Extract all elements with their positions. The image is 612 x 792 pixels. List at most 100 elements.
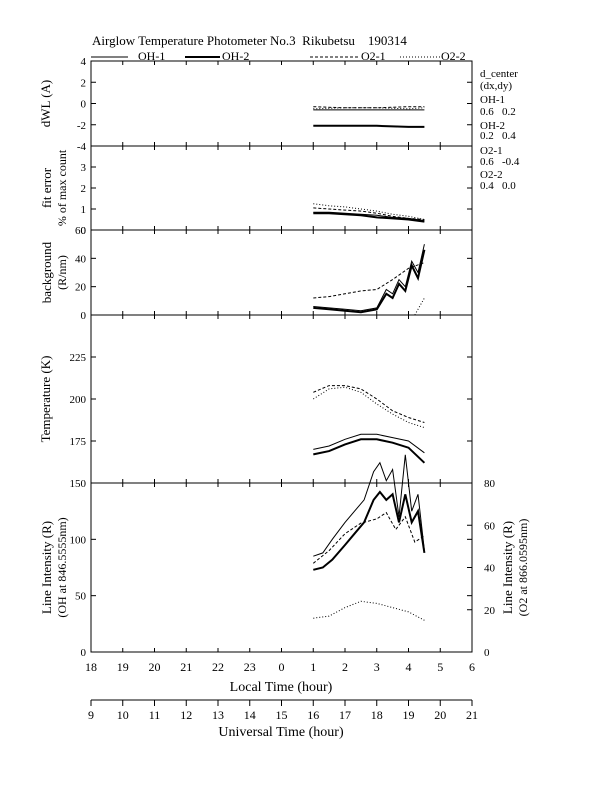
local-time-tick-label: 19 <box>117 660 129 674</box>
local-time-tick-label: 0 <box>279 660 285 674</box>
series-line-oh-2 <box>313 438 426 464</box>
y-tick-label: -4 <box>77 141 87 153</box>
local-time-tick-label: 6 <box>469 660 475 674</box>
universal-time-tick-label: 15 <box>276 708 288 722</box>
panel-frame-temperature <box>90 314 473 484</box>
y-tick-label: 60 <box>75 225 87 237</box>
y-right-tick-label: 20 <box>484 605 496 617</box>
universal-time-tick-label: 11 <box>149 708 161 722</box>
series-line-oh-1 <box>313 244 425 312</box>
universal-time-tick-label: 18 <box>371 708 383 722</box>
side-note-name-oh1: OH-1 <box>480 94 505 106</box>
series-line-o2-1 <box>312 511 425 564</box>
local-time-tick-label: 5 <box>437 660 443 674</box>
series-line-oh-2 <box>313 490 426 571</box>
panel-temperature: 225 200 175 Temperature (K) <box>38 314 473 484</box>
side-note-value-oh2: 0.2 0.4 <box>480 130 516 142</box>
series-line-o2-1 <box>313 262 425 299</box>
local-time-tick-label: 1 <box>310 660 316 674</box>
local-time-tick-label: 22 <box>212 660 224 674</box>
y-axis-label: dWL (A) <box>38 80 53 128</box>
series-line-o2-1 <box>313 385 425 423</box>
local-time-tick-label: 3 <box>374 660 380 674</box>
series-line-o2-1 <box>313 207 425 220</box>
y-right-tick-label: 40 <box>484 563 496 575</box>
y-right-axis-label-line2: (O2 at 866.0595nm) <box>516 519 530 617</box>
y-tick-label: 150 <box>70 478 87 490</box>
y-axis-label-line2: (OH at 846.5555nm) <box>55 517 69 617</box>
series-line-o2-2 <box>414 297 425 316</box>
panel-frame-line-intensity <box>90 482 473 653</box>
universal-time-axis-label: Universal Time (hour) <box>218 725 344 740</box>
y-axis-label: fit error <box>39 167 54 208</box>
side-note-subheading: (dx,dy) <box>480 80 512 92</box>
y-tick-label: 175 <box>70 436 87 448</box>
universal-time-tick-label: 16 <box>307 708 319 722</box>
series-line-oh-2 <box>313 124 425 128</box>
side-note-value-o22: 0.4 0.0 <box>480 180 516 192</box>
side-note: d_center (dx,dy) OH-1 0.6 0.2 OH-2 0.2 0… <box>480 68 520 192</box>
series-line-o2-2 <box>313 203 425 220</box>
chart-title: Airglow Temperature Photometer No.3 Riku… <box>92 33 407 48</box>
series-line-oh-1 <box>313 433 425 454</box>
panel-line-intensity: 150 100 50 0 80 60 40 20 0 Line Intensity (R) (OH … <box>39 454 530 659</box>
y-tick-label: 200 <box>70 394 87 406</box>
universal-time-tick-label: 19 <box>403 708 415 722</box>
y-tick-label: 2 <box>81 183 87 195</box>
y-right-axis-label: Line Intensity (R) <box>500 521 515 614</box>
y-axis-label: background <box>39 241 54 303</box>
series-line-o2-2 <box>313 386 425 429</box>
legend-label-oh1: OH-1 <box>138 49 165 63</box>
local-time-tick-label: 20 <box>149 660 161 674</box>
y-tick-label: 0 <box>81 99 87 111</box>
universal-time-tick-label: 13 <box>212 708 224 722</box>
local-time-axis-label: Local Time (hour) <box>230 680 333 695</box>
legend-label-o22: O2-2 <box>441 49 466 63</box>
side-note-value-o21: 0.6 -0.4 <box>480 156 520 168</box>
y-tick-label: 40 <box>75 253 87 265</box>
legend-label-oh2: OH-2 <box>222 49 249 63</box>
y-right-tick-label: 0 <box>484 647 490 659</box>
legend: OH-1 OH-2 O2-1 O2-2 <box>91 49 466 63</box>
y-tick-label: -2 <box>77 120 86 132</box>
panel-fit-error: 3 2 1 0 fit error% of max count <box>39 145 473 237</box>
y-tick-label: 0 <box>81 647 87 659</box>
local-time-tick-label: 23 <box>244 660 256 674</box>
local-time-tick-label: 21 <box>180 660 192 674</box>
y-right-tick-label: 80 <box>484 478 496 490</box>
y-tick-label: 4 <box>81 56 87 68</box>
panel-dwl: 4 2 0 -2 -4 dWL (A) <box>38 56 473 153</box>
series-line-oh-2 <box>313 212 425 223</box>
series-line-o2-2 <box>313 600 425 621</box>
y-tick-label: 100 <box>70 534 87 546</box>
y-axis-label-line2: % of max count <box>55 149 69 226</box>
universal-time-tick-label: 12 <box>180 708 192 722</box>
y-axis-label-line2: (R/nm) <box>55 255 69 290</box>
universal-time-tick-label: 20 <box>434 708 446 722</box>
y-axis-label: Temperature (K) <box>38 356 53 443</box>
series-line-oh-1 <box>313 211 425 222</box>
local-time-tick-label: 4 <box>406 660 412 674</box>
universal-time-tick-label: 9 <box>88 708 94 722</box>
universal-time-tick-label: 10 <box>117 708 129 722</box>
y-tick-label: 50 <box>75 591 87 603</box>
side-note-name-o21: O2-1 <box>480 145 503 157</box>
panel-frame-dwl <box>90 60 473 147</box>
local-time-tick-label: 18 <box>85 660 97 674</box>
local-time-tick-label: 2 <box>342 660 348 674</box>
y-tick-label: 2 <box>81 77 87 89</box>
universal-time-tick-label: 14 <box>244 708 256 722</box>
side-note-name-o22: O2-2 <box>480 169 503 181</box>
y-tick-label: 20 <box>75 282 87 294</box>
y-right-tick-label: 60 <box>484 520 496 532</box>
series-line-oh-1 <box>313 454 425 557</box>
series-line-o2-2 <box>313 107 425 110</box>
universal-time-tick-label: 21 <box>466 708 478 722</box>
y-tick-label: 0 <box>81 310 87 322</box>
y-tick-label: 3 <box>81 162 87 174</box>
y-tick-label: 0 <box>81 225 87 237</box>
y-tick-label: 1 <box>81 204 87 216</box>
side-note-name-oh2: OH-2 <box>480 120 505 132</box>
